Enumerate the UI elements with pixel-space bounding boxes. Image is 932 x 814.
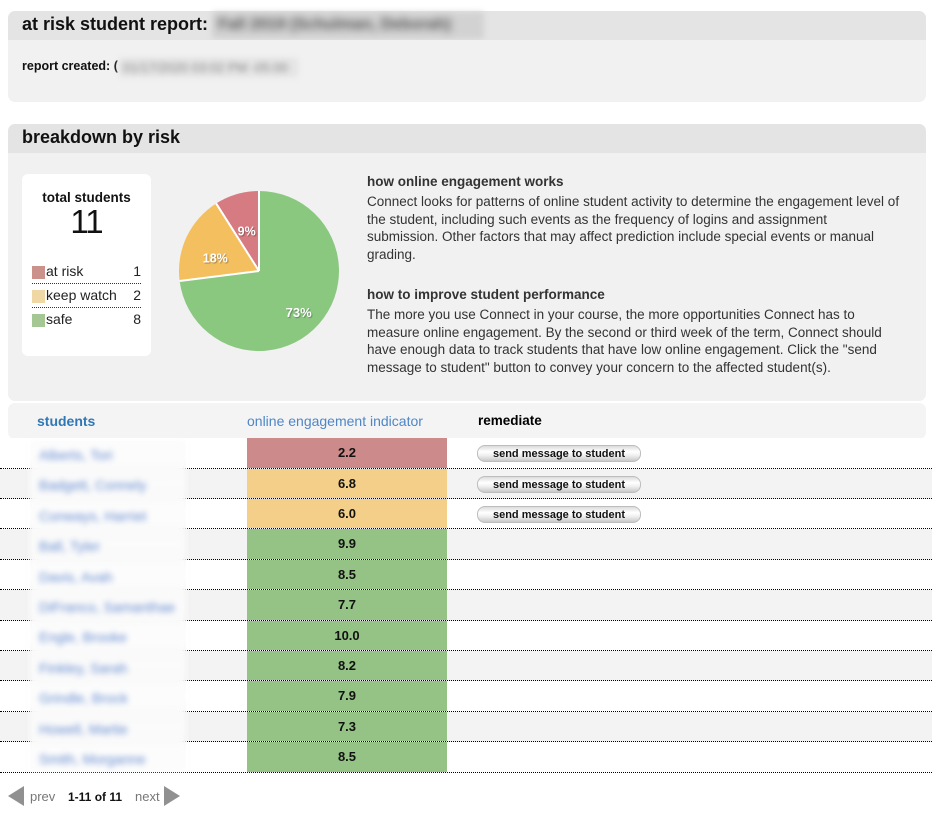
svg-text:73%: 73% [286,305,312,320]
svg-text:18%: 18% [203,252,228,266]
svg-text:9%: 9% [238,225,256,239]
